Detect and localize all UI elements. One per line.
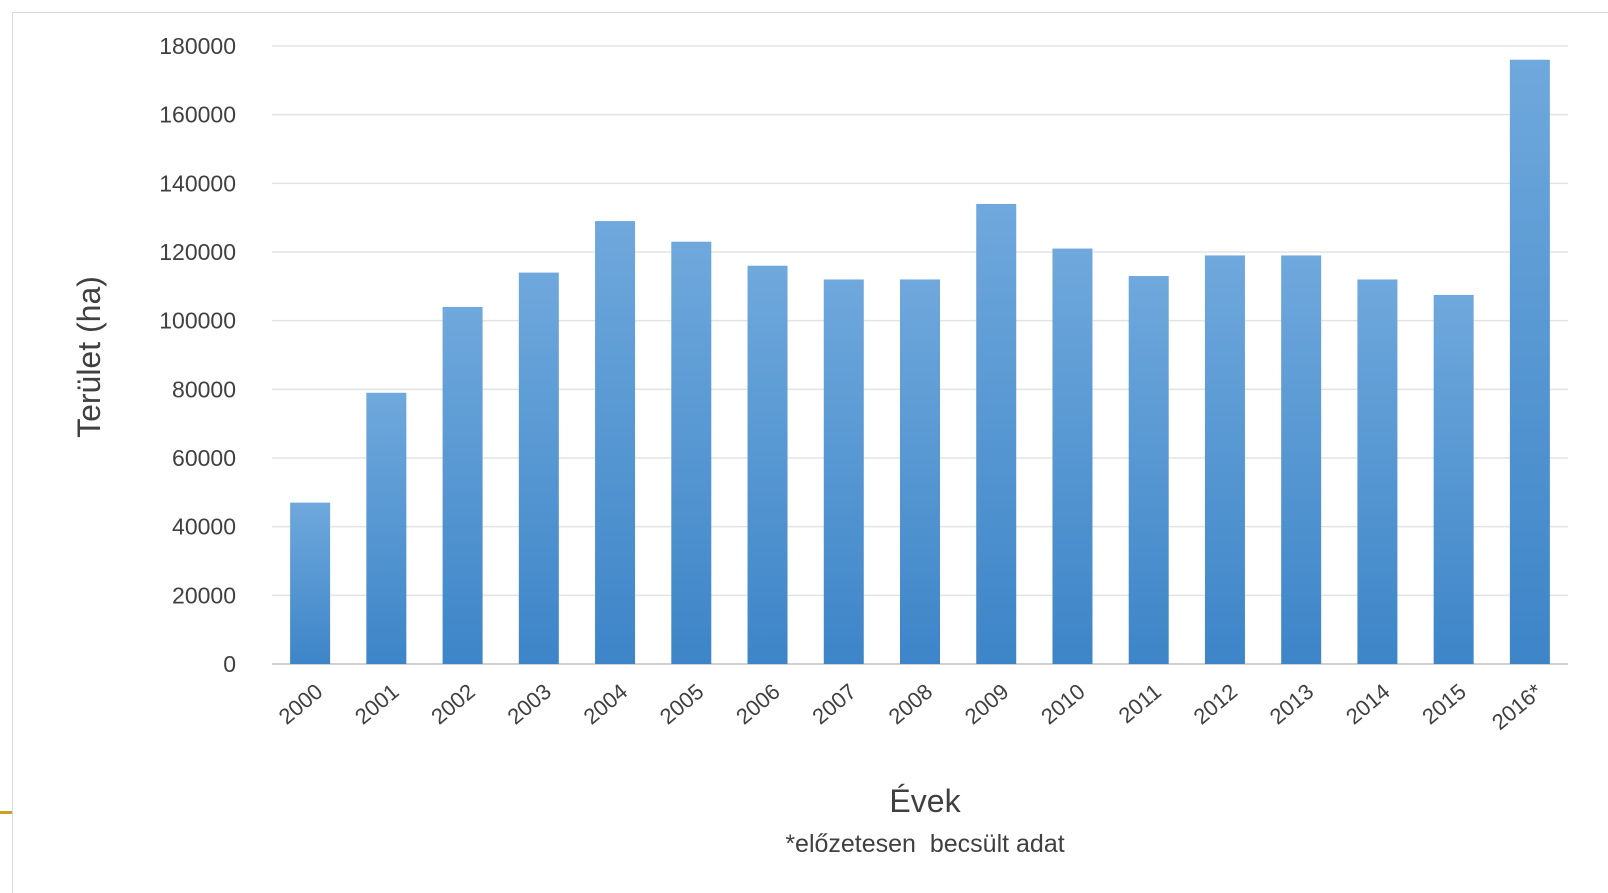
y-axis-ticks: 180000 160000 140000 120000 100000 80000 60000… [159, 33, 236, 677]
y-tick-label: 120000 [159, 239, 236, 265]
x-tick-label: 2014 [1341, 679, 1395, 730]
y-tick-label: 160000 [159, 102, 236, 128]
x-axis-ticks: 2000 2001 2002 2003 2004 2005 2006 2007 2008 2009… [274, 678, 1548, 734]
y-tick-label: 180000 [159, 33, 236, 59]
bar-2009 [976, 203, 1017, 664]
bar-2016-estimated [1509, 59, 1550, 664]
x-tick-label: 2005 [655, 679, 709, 730]
bar-2010 [1052, 248, 1093, 665]
y-axis-title: Terület (ha) [71, 276, 107, 438]
x-tick-label: 2009 [960, 679, 1014, 730]
x-tick-label: 2013 [1265, 679, 1319, 730]
bars [290, 59, 1550, 665]
x-tick-label: 2007 [807, 679, 861, 730]
bar-2005 [671, 241, 712, 664]
bar-2003 [518, 272, 559, 664]
bar-2004 [595, 221, 636, 664]
bar-2000 [290, 502, 331, 664]
bar-2012 [1204, 255, 1245, 664]
x-tick-label: 2004 [579, 679, 633, 730]
footnote: *előzetesen becsült adat [785, 830, 1064, 858]
y-tick-label: 40000 [172, 514, 236, 540]
x-axis-title: Évek [889, 783, 961, 819]
x-tick-label: 2011 [1114, 679, 1166, 729]
bar-2011 [1128, 276, 1169, 664]
x-tick-label: 2015 [1417, 679, 1471, 730]
chart-frame [12, 12, 1608, 893]
bar-2014 [1357, 279, 1398, 664]
x-tick-label: 2008 [884, 679, 938, 730]
y-tick-label: 140000 [159, 170, 236, 196]
bar-2013 [1281, 255, 1322, 664]
slide-accent-line [0, 811, 12, 814]
y-tick-label: 80000 [172, 376, 236, 402]
bar-2002 [442, 306, 483, 664]
bar-2008 [900, 279, 940, 664]
x-tick-label: 2016* [1487, 678, 1547, 734]
x-tick-label: 2000 [274, 679, 328, 730]
x-tick-label: 2001 [350, 679, 404, 730]
y-tick-label: 0 [223, 651, 236, 677]
x-tick-label: 2006 [731, 679, 785, 730]
bar-2001 [366, 392, 407, 664]
y-tick-label: 60000 [172, 445, 236, 471]
y-tick-label: 100000 [159, 308, 236, 334]
x-tick-label: 2003 [502, 679, 556, 730]
x-tick-label: 2010 [1036, 679, 1090, 730]
bar-2006 [747, 265, 788, 664]
x-tick-label: 2012 [1189, 679, 1243, 730]
bar-2007 [823, 279, 864, 664]
x-tick-label: 2002 [426, 679, 480, 730]
bar-2015 [1433, 294, 1474, 664]
y-tick-label: 20000 [172, 582, 236, 608]
